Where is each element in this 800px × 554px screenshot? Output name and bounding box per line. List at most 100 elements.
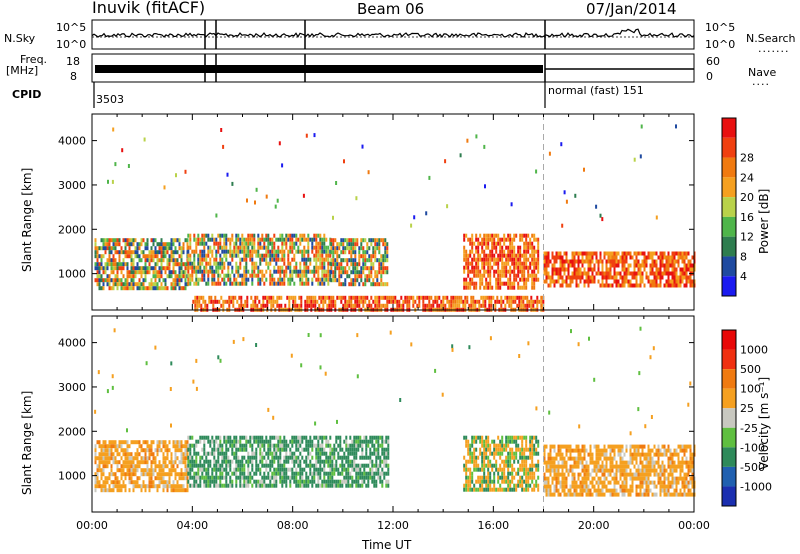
echo-cell — [108, 448, 111, 453]
echo-cell — [575, 480, 578, 485]
echo-cell — [373, 483, 376, 488]
echo-cell — [350, 238, 353, 243]
echo-cell — [611, 255, 614, 260]
echo-cell — [217, 281, 220, 286]
echo-cell — [469, 281, 472, 286]
echo-cell — [363, 435, 366, 440]
echo-cell — [299, 241, 302, 246]
echo-cell — [295, 269, 298, 274]
echo-cell — [452, 295, 455, 300]
echo-cell — [301, 455, 304, 460]
echo-cell — [567, 444, 570, 449]
echo-cell — [313, 463, 316, 468]
echo-cell — [677, 275, 680, 280]
echo-cell — [591, 275, 594, 280]
echo-cell — [146, 286, 149, 291]
echo-cell — [511, 257, 514, 262]
echo-cell — [366, 266, 369, 271]
echo-cell — [639, 267, 642, 272]
echo-cell — [465, 253, 468, 258]
echo-cell — [378, 250, 381, 255]
echo-cell — [412, 303, 415, 308]
echo-cell — [609, 444, 612, 449]
echo-cell — [96, 440, 99, 445]
echo-cell — [365, 439, 368, 444]
echo-cell — [315, 245, 318, 250]
echo-cell — [122, 250, 125, 255]
echo-scatter — [276, 198, 279, 203]
echo-cell — [338, 274, 341, 279]
echo-cell — [122, 258, 125, 263]
echo-cell — [465, 249, 468, 254]
echo-cell — [520, 295, 523, 300]
echo-cell — [563, 492, 566, 497]
echo-cell — [513, 273, 516, 278]
echo-cell — [597, 448, 600, 453]
echo-cell — [172, 444, 175, 449]
echo-cell — [138, 278, 141, 283]
echo-cell — [481, 455, 484, 460]
echo-cell — [247, 241, 250, 246]
echo-cell — [563, 271, 566, 276]
echo-cell — [250, 303, 253, 308]
echo-cell — [525, 455, 528, 460]
echo-cell — [627, 271, 630, 276]
echo-cell — [257, 245, 260, 250]
echo-cell — [371, 439, 374, 444]
echo-cell — [585, 484, 588, 489]
echo-cell — [202, 299, 205, 304]
echo-cell — [102, 444, 105, 449]
echo-cell — [186, 242, 189, 247]
echo-cell — [503, 475, 506, 480]
echo-cell — [299, 459, 302, 464]
echo-cell — [112, 472, 115, 477]
echo-cell — [197, 261, 200, 266]
beam-title: Beam 06 — [357, 0, 425, 18]
echo-cell — [321, 447, 324, 452]
echo-cell — [619, 283, 622, 288]
echo-cell — [319, 281, 322, 286]
echo-cell — [154, 484, 157, 489]
echo-cell — [689, 279, 692, 284]
echo-cell — [463, 285, 466, 290]
echo-cell — [130, 468, 133, 473]
echo-cell — [513, 281, 516, 286]
echo-cell — [581, 259, 584, 264]
echo-cell — [182, 460, 185, 465]
echo-cell — [281, 241, 284, 246]
echo-cell — [174, 444, 177, 449]
echo-cell — [327, 281, 330, 286]
echo-cell — [132, 238, 135, 243]
echo-cell — [199, 257, 202, 262]
echo-cell — [597, 452, 600, 457]
echo-cell — [515, 435, 518, 440]
echo-cell — [583, 259, 586, 264]
echo-cell — [475, 265, 478, 270]
echo-cell — [279, 463, 282, 468]
echo-cell — [671, 263, 674, 268]
echo-cell — [207, 435, 210, 440]
echo-cell — [595, 259, 598, 264]
echo-cell — [209, 479, 212, 484]
echo-cell — [225, 257, 228, 262]
echo-cell — [386, 303, 389, 308]
echo-cell — [357, 447, 360, 452]
echo-cell — [299, 277, 302, 282]
echo-cell — [336, 278, 339, 283]
echo-cell — [511, 451, 514, 456]
echo-cell — [473, 269, 476, 274]
echo-cell — [350, 242, 353, 247]
echo-cell — [233, 245, 236, 250]
echo-cell — [619, 271, 622, 276]
echo-cell — [354, 299, 357, 304]
echo-cell — [585, 251, 588, 256]
echo-cell — [669, 271, 672, 276]
echo-cell — [402, 303, 405, 308]
echo-cell — [515, 261, 518, 266]
echo-cell — [603, 271, 606, 276]
echo-cell — [279, 443, 282, 448]
echo-cell — [475, 487, 478, 492]
echo-cell — [663, 251, 666, 256]
echo-cell — [162, 258, 165, 263]
echo-cell — [344, 238, 347, 243]
